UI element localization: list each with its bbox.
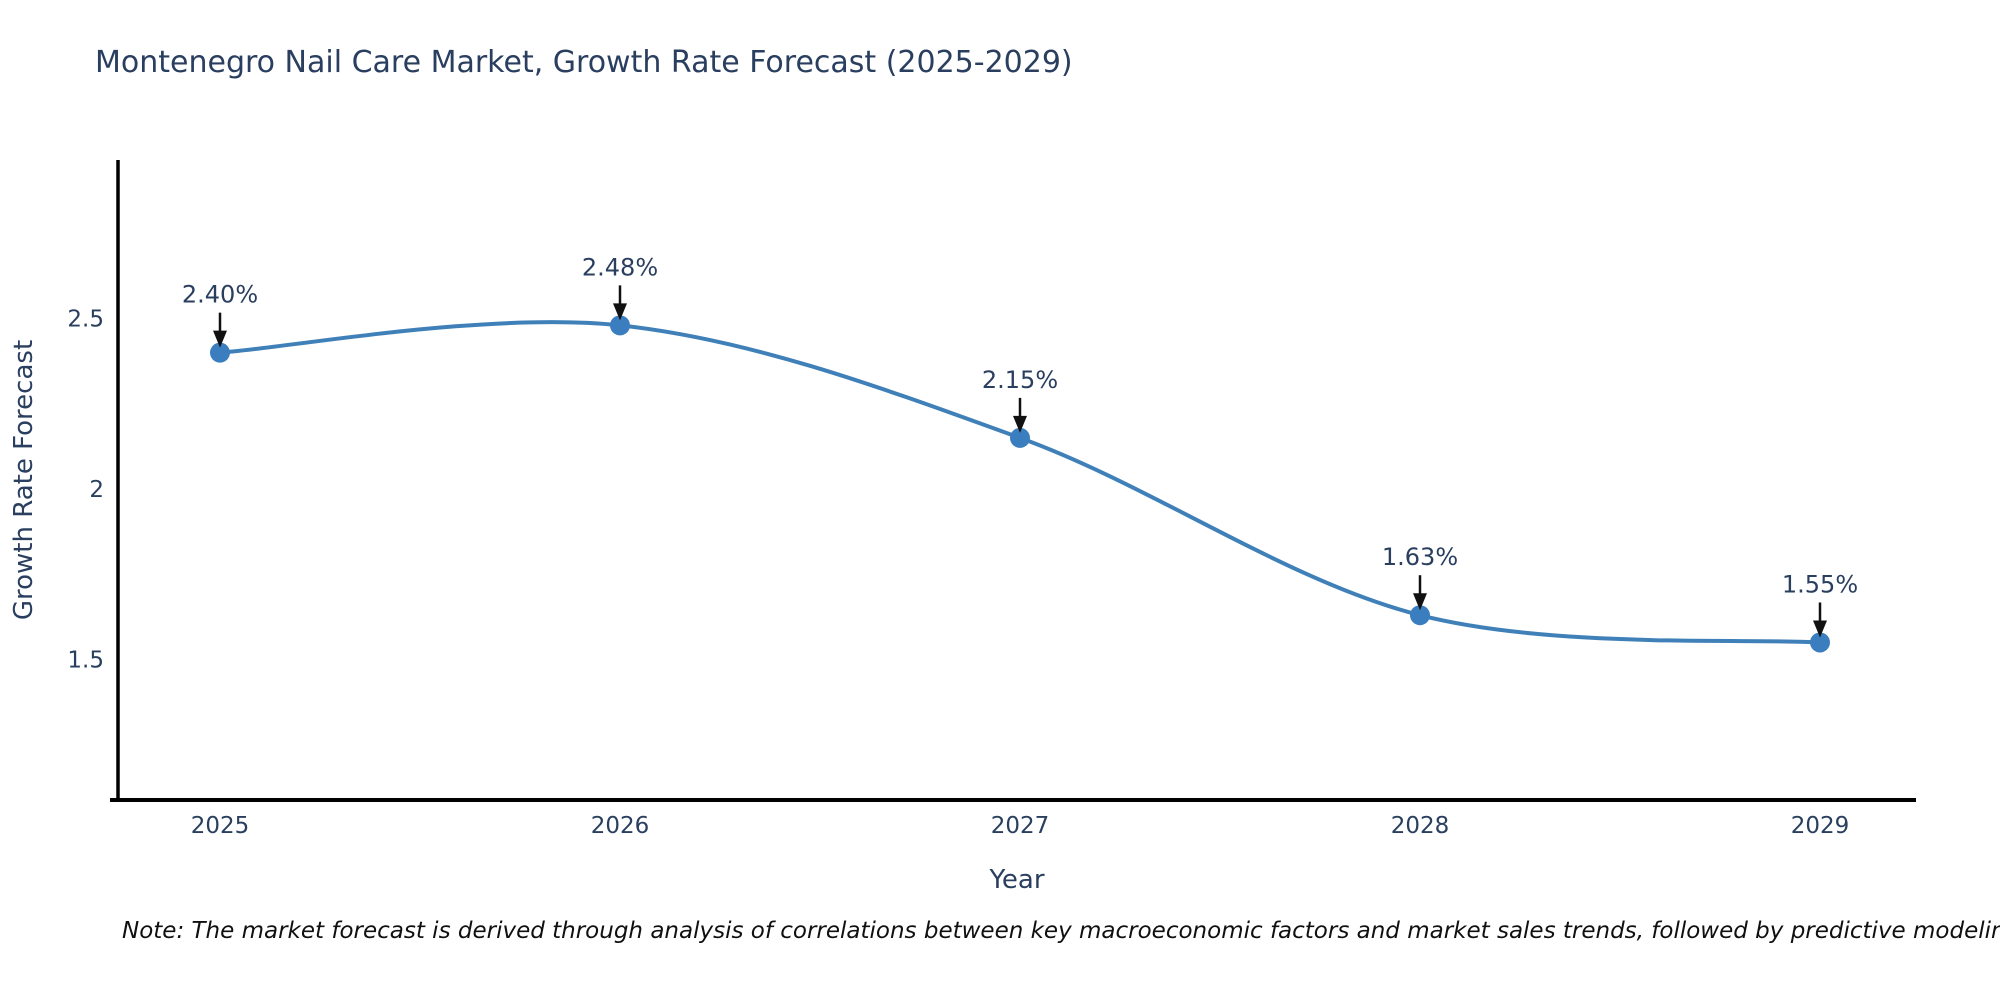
point-annotations: 2.40% 2.48% 2.15% 1.63% 1.55% [182, 253, 1858, 638]
x-axis-title: Year [988, 865, 1044, 895]
y-tick-label: 1.5 [67, 648, 104, 674]
annotation-arrowhead [1813, 620, 1827, 638]
annotation-arrowhead [613, 303, 627, 321]
data-point-marker [1410, 605, 1430, 626]
axes [110, 160, 1916, 802]
footnote: Note: The market forecast is derived thr… [122, 918, 2000, 944]
annotation-arrowhead [213, 330, 227, 348]
x-tick-label: 2029 [1791, 813, 1850, 839]
chart-title: Montenegro Nail Care Market, Growth Rate… [95, 45, 1073, 80]
data-point-marker [1010, 427, 1030, 448]
data-point-marker [610, 315, 630, 336]
annotation-label: 1.63% [1382, 543, 1458, 571]
y-tick-label: 2 [89, 477, 104, 503]
annotation-label: 2.40% [182, 281, 258, 309]
annotation-arrowhead [1013, 415, 1027, 433]
annotation-label: 2.15% [982, 366, 1058, 394]
x-tick-label: 2028 [1391, 813, 1450, 839]
data-point-marker [1810, 632, 1830, 653]
x-tick-label: 2027 [991, 813, 1050, 839]
data-series [210, 315, 1830, 653]
y-axis-title: Growth Rate Forecast [9, 340, 39, 620]
data-point-marker [210, 342, 230, 363]
x-tick-label: 2025 [191, 813, 250, 839]
annotation-label: 2.48% [582, 253, 658, 281]
y-tick-label: 2.5 [67, 307, 104, 333]
annotation-arrowhead [1413, 593, 1427, 611]
annotation-label: 1.55% [1782, 570, 1858, 598]
x-tick-label: 2026 [591, 813, 650, 839]
tick-labels: 2.5 2 1.5 2025 2026 2027 2028 2029 [67, 307, 1849, 839]
